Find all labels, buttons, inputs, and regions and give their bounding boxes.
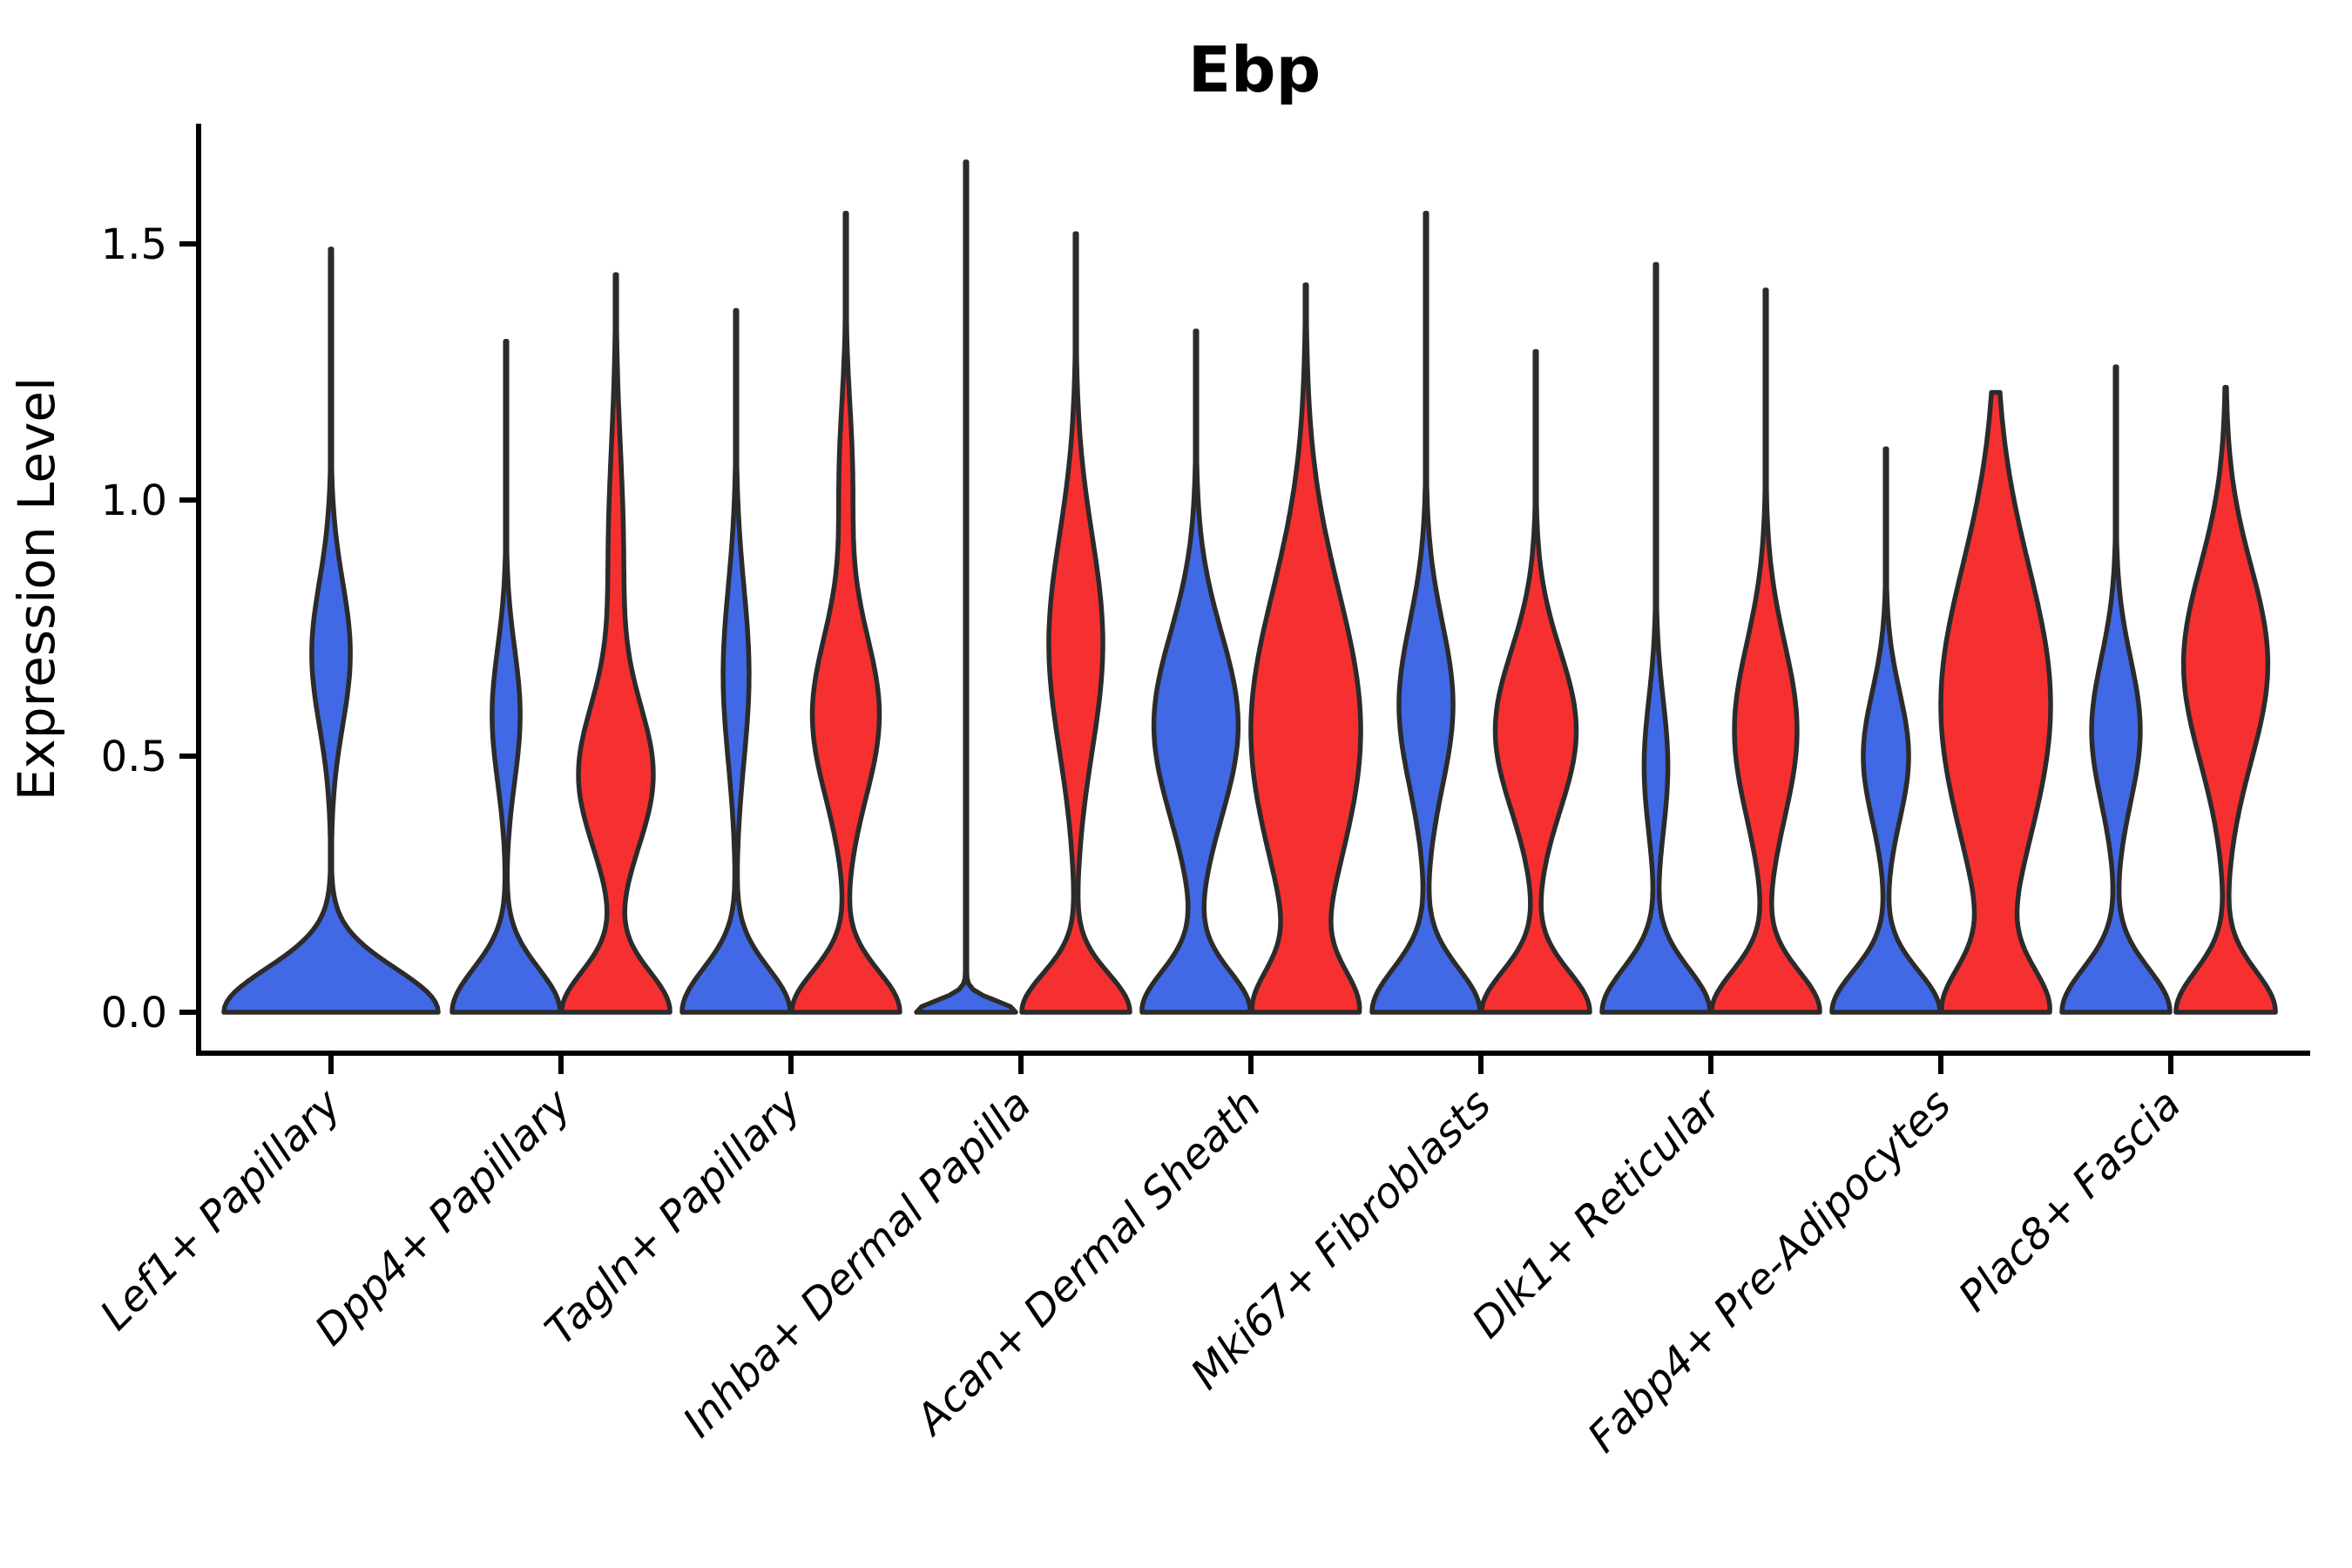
- violin-acan-dermal-sheath-blue: [1139, 328, 1253, 1015]
- violin-dlk1-reticular-blue: [1599, 261, 1713, 1015]
- y-tick-label-1.0: 1.0: [101, 476, 167, 525]
- violin-layer: [221, 159, 2278, 1015]
- violin-plac8-fascia-red: [2173, 384, 2278, 1015]
- violin-plac8-fascia-blue: [2059, 364, 2173, 1015]
- violin-dpp4-papillary-red: [559, 272, 672, 1015]
- violin-acan-dermal-sheath-red: [1248, 282, 1363, 1015]
- violin-inhba-dermal-papilla-blue: [914, 159, 1018, 1015]
- violin-tagln-papillary-blue: [679, 308, 793, 1015]
- axis-spines: [196, 124, 2310, 1056]
- violin-mki67-fibroblasts-red: [1479, 348, 1592, 1015]
- x-tick-label-dlk1-reticular: Dlk1+ Reticular: [1463, 1078, 1733, 1348]
- violin-inhba-dermal-papilla-red: [1019, 231, 1132, 1015]
- violin-tagln-papillary-red: [789, 210, 902, 1015]
- y-tick-label-1.5: 1.5: [101, 220, 167, 269]
- violin-mki67-fibroblasts-blue: [1369, 210, 1483, 1015]
- violin-dlk1-reticular-red: [1709, 287, 1822, 1015]
- y-tick-label-0.0: 0.0: [101, 989, 167, 1037]
- x-tick-label-fabp4-pre-adipocytes: Fabp4+ Pre-Adipocytes: [1578, 1080, 1961, 1463]
- chart-title: Ebp: [1188, 33, 1321, 106]
- violin-lef1-papillary-blue: [221, 247, 441, 1015]
- violin-dpp4-papillary-blue: [449, 338, 563, 1015]
- y-axis-label: Expression Level: [7, 377, 66, 801]
- x-tick-label-dpp4-papillary: Dpp4+ Papillary: [306, 1079, 581, 1355]
- y-tick-label-0.5: 0.5: [101, 733, 167, 781]
- x-tick-label-tagln-papillary: Tagln+ Papillary: [536, 1079, 811, 1355]
- x-tick-label-plac8-fascia: Plac8+ Fascia: [1950, 1080, 2191, 1321]
- y-axis-ticks: 0.0 0.5 1.0 1.5: [101, 220, 199, 1037]
- x-tick-label-lef1-papillary: Lef1+ Papillary: [91, 1079, 351, 1340]
- violin-fabp4-pre-adipocytes-red: [1938, 389, 2053, 1015]
- violin-fabp4-pre-adipocytes-blue: [1829, 446, 1943, 1015]
